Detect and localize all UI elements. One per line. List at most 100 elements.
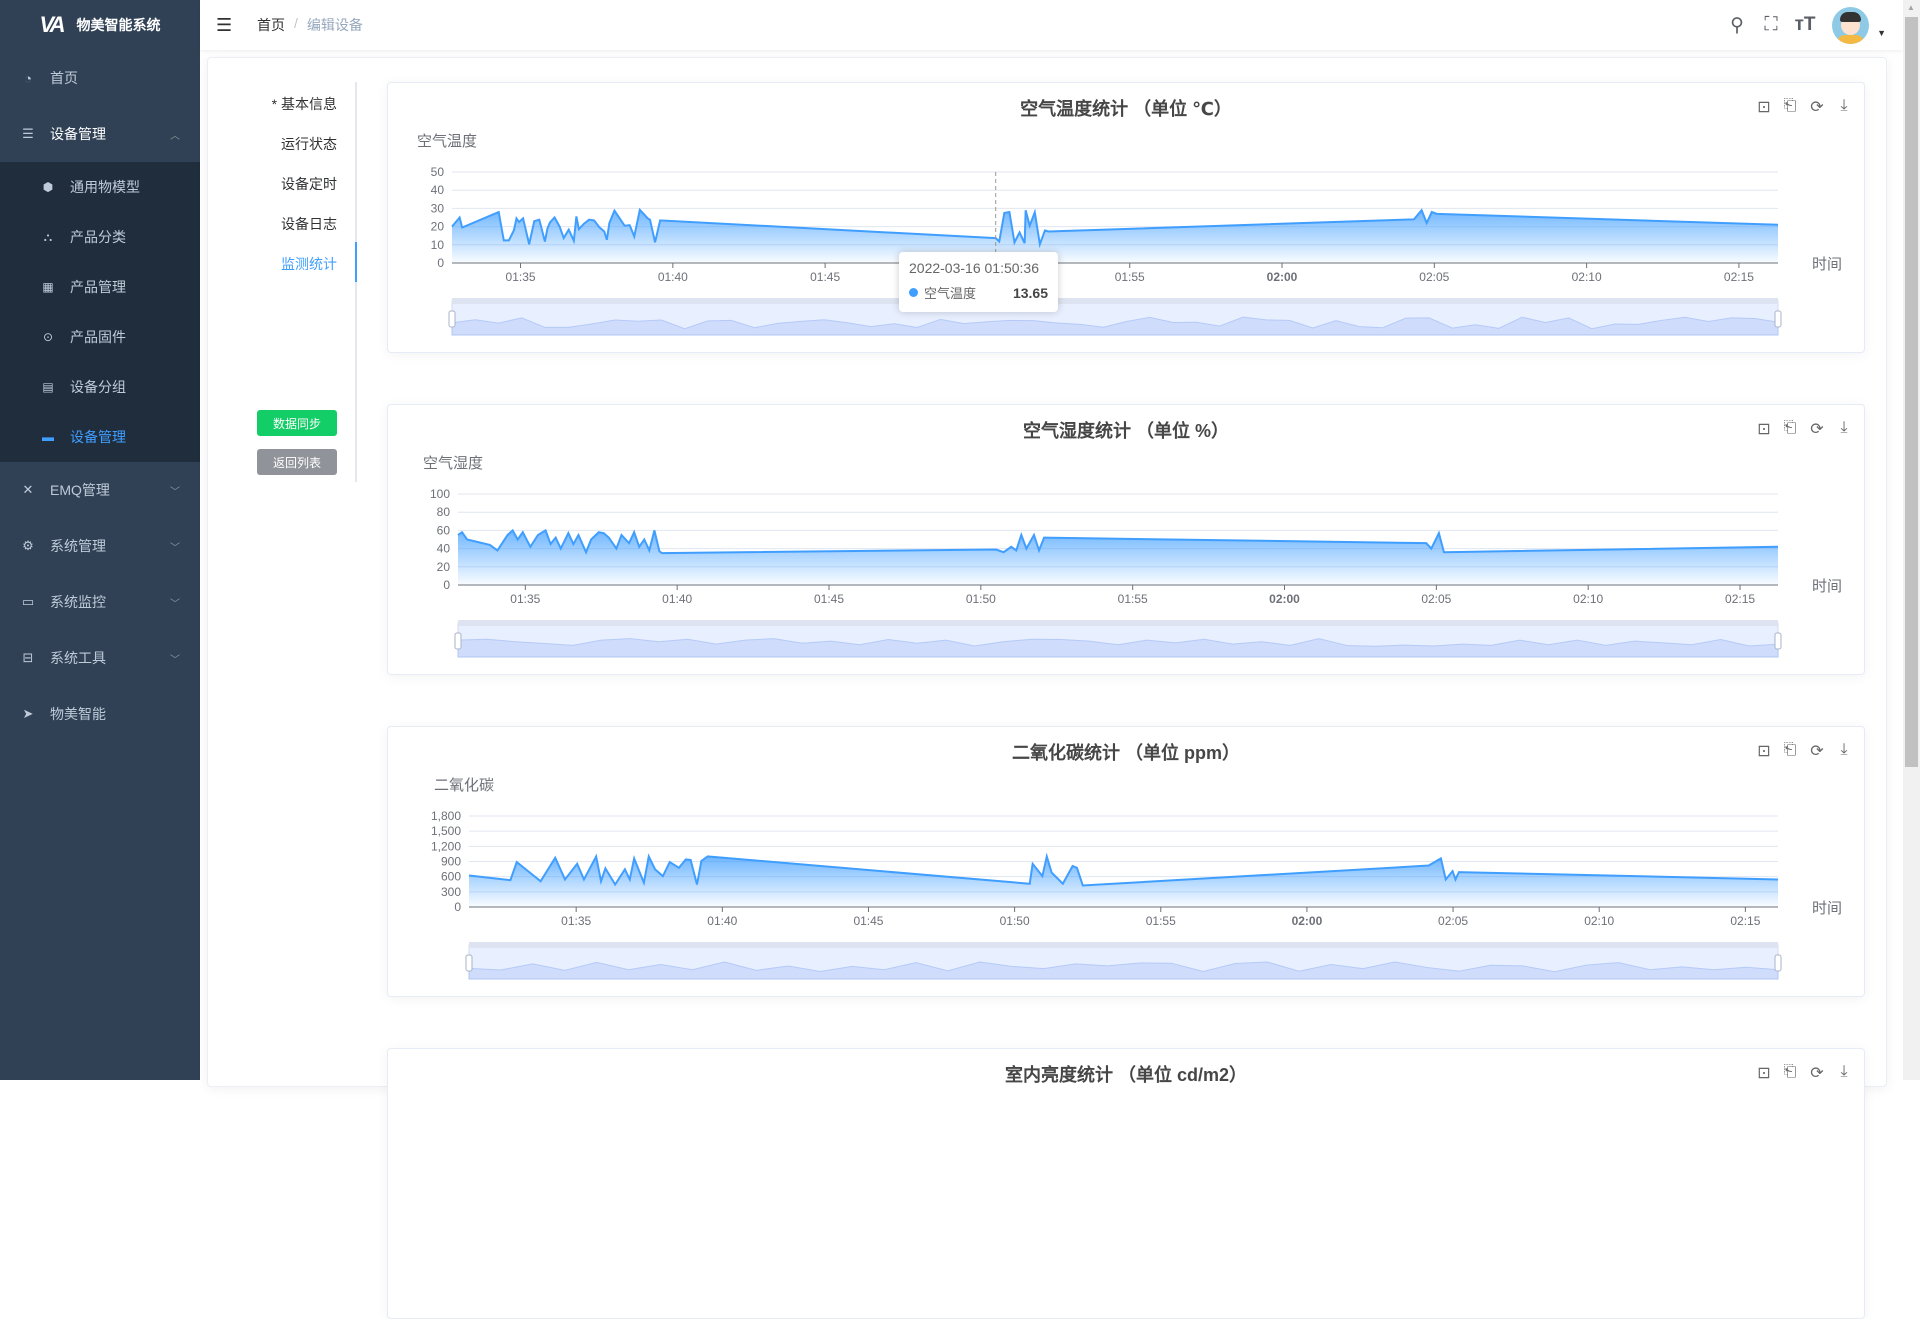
datazoom-bar: [469, 942, 1778, 948]
data-sync-button[interactable]: 数据同步: [257, 410, 337, 436]
restore-icon[interactable]: ⟳: [1810, 743, 1824, 760]
x-tick-label: 02:15: [1724, 270, 1754, 284]
x-tick-label: 02:00: [1267, 270, 1298, 284]
tab-run-status[interactable]: 运行状态: [281, 136, 337, 152]
y-tick-label: 1,200: [431, 839, 461, 853]
tooltip-value: 13.65: [1012, 284, 1048, 301]
zoom-reset-icon[interactable]: ⎗: [1783, 97, 1797, 114]
vertical-tabs: * 基本信息 运行状态 设备定时 设备日志 监测统计: [207, 82, 357, 482]
chevron-down-icon: ﹀: [170, 598, 180, 610]
sidebar-item-product-management[interactable]: ▦ 产品管理: [0, 262, 200, 312]
font-size-icon[interactable]: ᴛT: [1794, 14, 1816, 35]
download-icon[interactable]: ⤓: [1840, 419, 1848, 436]
sidebar-item-emq[interactable]: ✕ EMQ管理 ﹀: [0, 462, 200, 518]
group-icon: ▤: [42, 380, 54, 394]
hierarchy-icon: ⛬: [43, 229, 53, 244]
restore-icon[interactable]: ⟳: [1810, 99, 1824, 116]
back-to-list-button[interactable]: 返回列表: [257, 449, 337, 475]
x-tick-label: 01:40: [658, 270, 688, 284]
download-icon[interactable]: ⤓: [1840, 97, 1848, 114]
series-area: [452, 209, 1778, 263]
zoom-icon[interactable]: ⊡: [1757, 99, 1771, 116]
x-tick-label: 02:10: [1584, 914, 1614, 928]
app-title: 物美智能系统: [76, 17, 161, 33]
datazoom-shadow: [451, 316, 1779, 336]
y-tick-label: 1,500: [431, 824, 461, 838]
tab-monitor-stats[interactable]: 监测统计: [281, 256, 337, 272]
zoom-icon[interactable]: ⊡: [1757, 421, 1771, 438]
x-tick-label: 01:45: [810, 270, 840, 284]
sidebar-item-thing-model[interactable]: ⬢ 通用物模型: [0, 162, 200, 212]
chevron-down-icon: ﹀: [170, 654, 180, 666]
sidebar-item-product-category[interactable]: ⛬ 产品分类: [0, 212, 200, 262]
y-tick-label: 50: [431, 165, 445, 179]
caret-down-icon[interactable]: ▼: [1877, 28, 1886, 38]
sidebar-item-home[interactable]: ◔ 首页: [0, 50, 200, 106]
sidebar: VA 物美智能系统 ◔ 首页 ☰ 设备管理 ︿ ⬢ 通用物模型 ⛬ 产品分类 ▦ 产品管理 ⊙…: [0, 0, 200, 1080]
series-dot-icon: [909, 288, 918, 297]
series-line: [457, 528, 1779, 555]
x-tick-label: 02:05: [1438, 914, 1468, 928]
x-tick-label: 01:35: [510, 592, 540, 606]
zoom-reset-icon[interactable]: ⎗: [1783, 1063, 1797, 1080]
breadcrumb-current: 编辑设备: [306, 17, 363, 33]
y-tick-label: 900: [441, 855, 461, 869]
y-tick-label: 20: [431, 220, 445, 234]
sidebar-item-device-group[interactable]: ▤ 设备分组: [0, 362, 200, 412]
datazoom-handle: [1774, 632, 1782, 650]
sidebar-item-wumei[interactable]: ➤ 物美智能: [0, 686, 200, 742]
restore-icon[interactable]: ⟳: [1810, 421, 1824, 438]
zoom-icon[interactable]: ⊡: [1757, 1065, 1771, 1082]
y-tick-label: 0: [454, 900, 461, 914]
y-axis-title: 空气湿度: [423, 455, 484, 472]
download-icon[interactable]: ⤓: [1840, 1063, 1848, 1080]
zoom-icon[interactable]: ⊡: [1757, 743, 1771, 760]
chart-card-brightness: 室内亮度统计 （单位 cd/m2） ⊡ ⎗ ⟳ ⤓: [387, 1048, 1865, 1319]
list-icon: ▬: [42, 430, 54, 444]
y-tick-label: 40: [437, 542, 451, 556]
datazoom-handle: [454, 632, 462, 650]
chart-title: 空气温度统计 （单位 ℃）: [1020, 99, 1232, 119]
x-tick-label: 01:55: [1115, 270, 1145, 284]
line-chart: 0 20 40 60 80 100 01:35 01:40 01:45 01:50 01:55 02:…: [430, 487, 1782, 658]
download-icon[interactable]: ⤓: [1840, 741, 1848, 758]
hamburger-toggle-icon[interactable]: ☰: [216, 14, 233, 35]
sidebar-item-device-management[interactable]: ☰ 设备管理 ︿: [0, 106, 200, 162]
search-icon[interactable]: ⚲: [1730, 14, 1745, 36]
avatar[interactable]: [1832, 6, 1870, 44]
scroll-up-icon[interactable]: ▲: [1907, 3, 1915, 12]
sidebar-item-product-firmware[interactable]: ⊙ 产品固件: [0, 312, 200, 362]
x-tick-label: 01:50: [1000, 914, 1030, 928]
y-tick-label: 10: [431, 238, 445, 252]
y-tick-label: 0: [437, 256, 444, 270]
x-tick-label: 02:10: [1573, 592, 1603, 606]
page-scrollbar[interactable]: ▲: [1903, 0, 1920, 1080]
app-logo[interactable]: VA 物美智能系统: [0, 0, 200, 50]
zoom-reset-icon[interactable]: ⎗: [1783, 741, 1797, 758]
x-tick-label: 01:40: [662, 592, 692, 606]
x-axis-title: 时间: [1812, 256, 1843, 273]
datazoom-handle: [1774, 954, 1782, 972]
sidebar-item-tools[interactable]: ⊟ 系统工具 ﹀: [0, 630, 200, 686]
x-tick-label: 02:15: [1730, 914, 1760, 928]
scrollbar-thumb[interactable]: [1905, 17, 1918, 767]
sidebar-item-monitor[interactable]: ▭ 系统监控 ﹀: [21, 594, 180, 610]
active-tab-indicator: [355, 242, 357, 282]
zoom-reset-icon[interactable]: ⎗: [1783, 419, 1797, 436]
tab-device-timer[interactable]: 设备定时: [281, 176, 337, 192]
paper-plane-icon: ➤: [22, 706, 34, 721]
breadcrumb-separator: /: [294, 15, 298, 31]
datazoom-handle: [448, 310, 456, 328]
sidebar-item-system[interactable]: ⚙ 系统管理 ﹀: [0, 518, 200, 574]
x-tick-label: 01:55: [1118, 592, 1148, 606]
tooltip-time: 2022-03-16 01:50:36: [909, 260, 1039, 276]
datazoom-shadow: [457, 638, 1779, 658]
tab-device-log[interactable]: 设备日志: [281, 216, 337, 232]
tab-basic-info[interactable]: * 基本信息: [271, 96, 337, 112]
breadcrumb-home[interactable]: 首页: [257, 17, 285, 33]
sidebar-item-device-list[interactable]: ▬ 设备管理: [42, 429, 126, 445]
device-submenu: ⬢ 通用物模型 ⛬ 产品分类 ▦ 产品管理 ⊙ 产品固件 ▤ 设备分组 ▬ 设备管理: [0, 162, 200, 462]
fullscreen-icon[interactable]: ⛶: [1764, 14, 1778, 35]
restore-icon[interactable]: ⟳: [1810, 1065, 1824, 1082]
y-axis-title: 空气温度: [417, 133, 478, 150]
